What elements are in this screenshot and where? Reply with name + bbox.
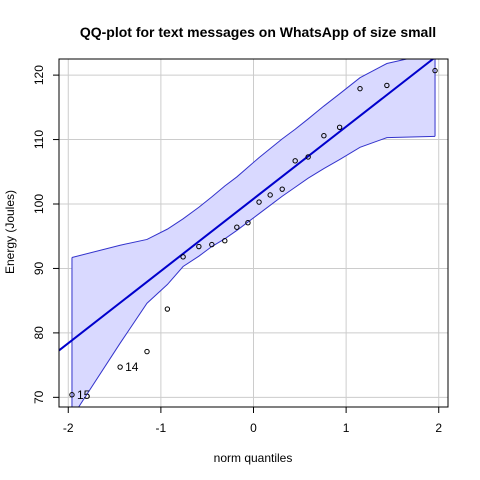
x-axis-label: norm quantiles [214,451,293,465]
data-point [279,186,285,192]
data-point [69,392,75,398]
y-tick-label: 70 [32,390,46,404]
y-tick-label: 90 [32,261,46,275]
confidence-band-lower [78,135,436,407]
data-point [305,154,311,160]
reference-line-layer [59,59,435,352]
point-label: 14 [125,360,139,374]
data-point [117,364,123,370]
data-point [267,192,273,198]
x-tick-label: 2 [435,421,442,435]
data-point [209,241,215,248]
data-point [144,348,150,355]
data-point [336,124,343,131]
data-point [357,85,363,92]
confidence-band-upper [71,59,409,258]
data-point [256,199,262,205]
data-point [321,132,327,139]
y-tick-label: 80 [32,326,46,340]
data-point [432,67,438,74]
confidence-band-layer [71,59,436,407]
y-axis-label: Energy (Joules) [3,190,17,274]
data-point [292,158,298,164]
axes: -2 -1 0 1 2 70 80 90 100 110 120 [32,58,449,435]
reference-line [59,59,435,352]
y-tick-label: 100 [32,194,46,214]
y-tick-label: 120 [32,65,46,85]
data-point [222,238,228,244]
x-tick-label: 0 [250,421,257,435]
x-tick-label: -1 [156,421,167,435]
data-point [180,254,186,260]
x-tick-label: 1 [343,421,350,435]
data-point [196,243,202,250]
data-point [164,306,171,312]
chart-title: QQ-plot for text messages on WhatsApp of… [80,24,436,40]
data-point [245,219,251,226]
data-point [384,82,390,89]
point-label: 15 [77,388,91,402]
confidence-band [71,59,436,407]
y-tick-label: 110 [32,130,46,149]
data-point [234,224,240,230]
x-tick-label: -2 [63,421,74,435]
